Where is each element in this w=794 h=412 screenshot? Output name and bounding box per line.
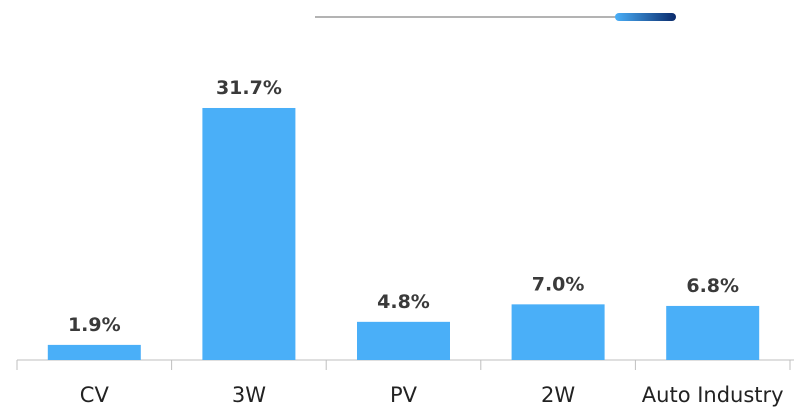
value-label: 1.9% [68,314,121,336]
bar [357,321,450,360]
bar [47,344,141,360]
x-tick-label: Auto Industry [642,383,784,407]
x-tick-label: CV [80,383,110,407]
value-label: 4.8% [377,291,430,313]
value-label: 7.0% [532,273,585,295]
bar [666,305,760,360]
x-tick-label: 2W [541,383,575,407]
decor-pill [615,13,676,21]
bar [511,304,605,360]
value-label: 6.8% [686,275,739,297]
value-label: 31.7% [216,77,282,99]
x-tick-label: 3W [232,383,266,407]
x-tick-label: PV [390,383,418,407]
bar [202,107,296,360]
